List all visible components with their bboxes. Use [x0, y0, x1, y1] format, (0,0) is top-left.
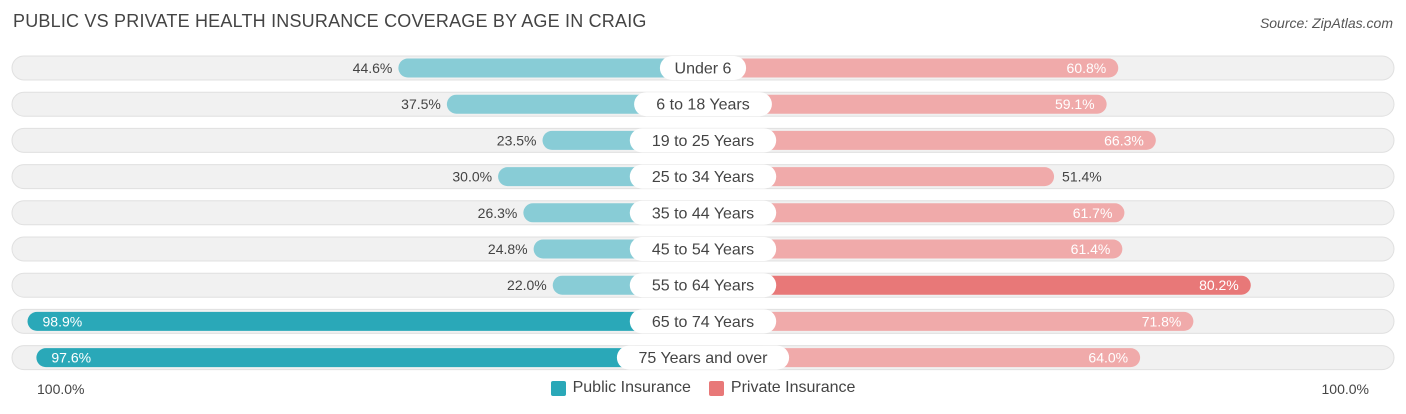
bar-private: [703, 239, 1123, 259]
category-label: 6 to 18 Years: [656, 97, 749, 114]
legend-label-public: Public Insurance: [572, 379, 691, 396]
data-label-private: 64.0%: [1088, 350, 1128, 366]
category-label: 65 to 74 Years: [652, 314, 754, 331]
legend-swatch-private: [708, 380, 724, 396]
category-label: 25 to 34 Years: [652, 169, 754, 186]
bar-private: [703, 203, 1125, 223]
legend-label-private: Private Insurance: [730, 379, 856, 396]
data-label-private: 60.8%: [1067, 60, 1107, 76]
category-label: 19 to 25 Years: [652, 133, 754, 150]
source-label: Source: ZipAtlas.com: [1259, 15, 1393, 31]
category-label: Under 6: [675, 61, 732, 78]
data-label-public: 30.0%: [452, 169, 492, 185]
data-label-public: 44.6%: [353, 60, 393, 76]
bar-private: [703, 130, 1156, 150]
category-label: 45 to 54 Years: [652, 242, 754, 259]
category-pill: [629, 309, 777, 334]
data-label-private: 61.4%: [1071, 241, 1111, 257]
legend-item-public[interactable]: Public Insurance: [550, 379, 691, 397]
data-label-public: 97.6%: [51, 350, 91, 366]
category-label: 35 to 44 Years: [652, 205, 754, 222]
bar-public: [36, 348, 704, 368]
category-pill: [634, 92, 772, 117]
axis-left-label: 100.0%: [37, 381, 85, 397]
data-label-private: 80.2%: [1199, 277, 1239, 293]
legend-swatch-public: [550, 380, 566, 396]
chart-area: 44.6% 60.8% Under 6 37.5% 59.1% 6 to 18 Years…: [11, 55, 1395, 371]
data-label-public: 22.0%: [507, 277, 547, 293]
bar-public: [27, 311, 703, 331]
data-label-public: 24.8%: [488, 241, 528, 257]
bar-private: [703, 348, 1141, 368]
category-pill: [659, 56, 747, 80]
data-label-private: 61.7%: [1073, 205, 1113, 221]
bar-public: [398, 58, 703, 78]
legend: Public Insurance Private Insurance: [0, 379, 1406, 397]
legend-item-private[interactable]: Private Insurance: [708, 379, 856, 397]
category-pill: [616, 345, 790, 370]
category-pill: [629, 200, 777, 225]
chart-title: PUBLIC VS PRIVATE HEALTH INSURANCE COVER…: [13, 11, 647, 31]
data-label-public: 37.5%: [401, 96, 441, 112]
bar-private: [703, 275, 1251, 295]
data-label-private: 71.8%: [1142, 313, 1182, 329]
data-label-private: 51.4%: [1062, 169, 1102, 185]
category-pill: [629, 128, 777, 153]
axis-right-label: 100.0%: [1321, 381, 1369, 397]
category-pill: [629, 237, 777, 261]
data-label-public: 26.3%: [478, 205, 518, 221]
data-label-public: 98.9%: [43, 313, 83, 329]
category-pill: [629, 273, 777, 298]
data-label-private: 66.3%: [1104, 132, 1144, 148]
bar-private: [703, 58, 1119, 78]
category-label: 55 to 64 Years: [652, 278, 754, 295]
bar-private: [703, 311, 1194, 331]
data-label-private: 59.1%: [1055, 96, 1095, 112]
bar-private: [703, 94, 1107, 114]
data-label-public: 23.5%: [497, 132, 537, 148]
category-label: 75 Years and over: [639, 350, 769, 367]
category-pill: [629, 164, 777, 189]
bar-private: [703, 167, 1055, 187]
